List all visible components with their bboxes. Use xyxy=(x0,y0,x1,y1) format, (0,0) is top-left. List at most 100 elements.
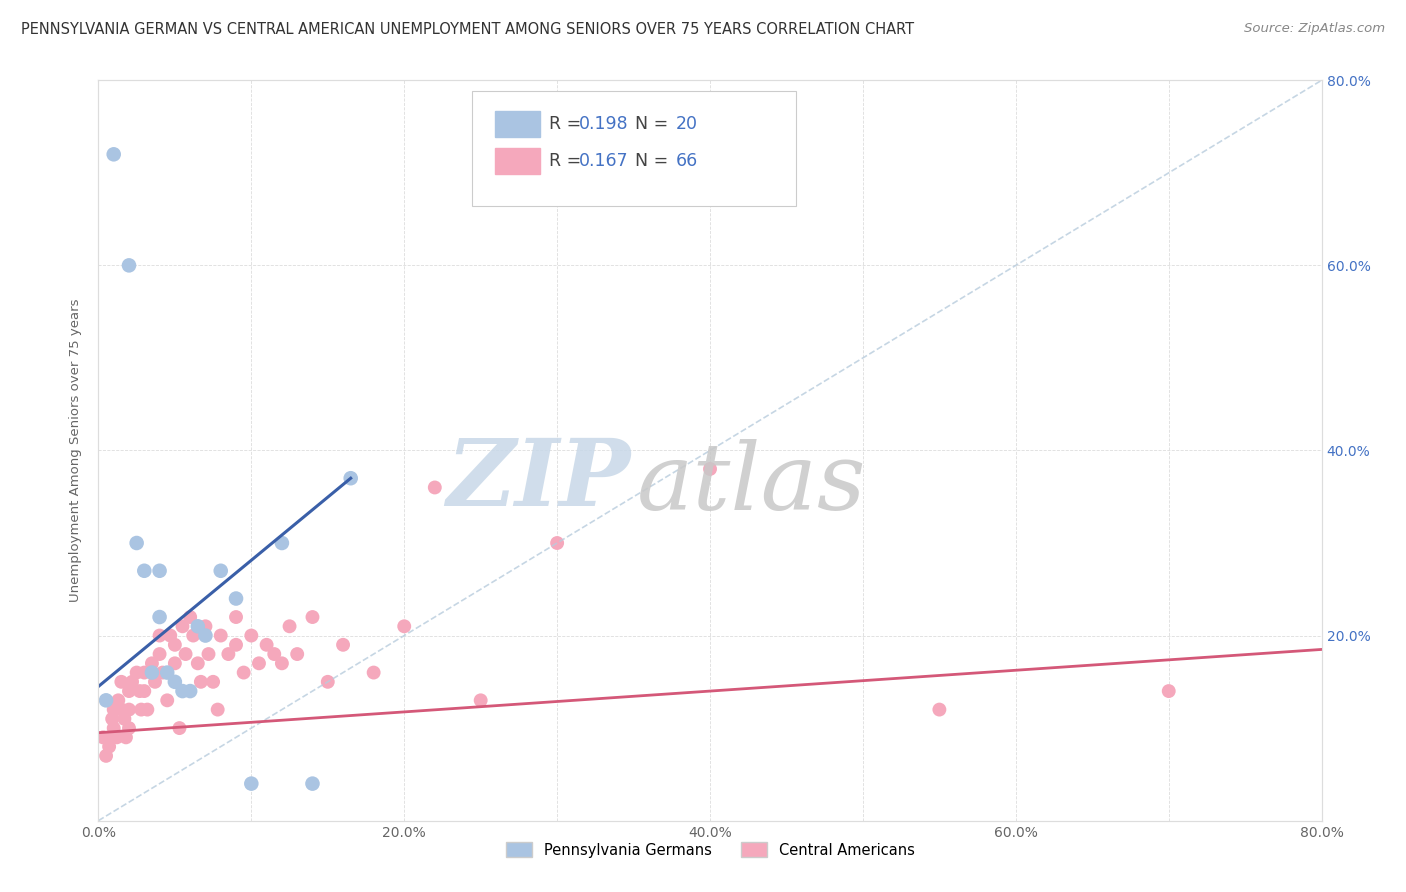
Point xyxy=(285,647,308,661)
Point xyxy=(179,610,201,624)
Point xyxy=(118,259,141,273)
Text: 20: 20 xyxy=(676,115,697,133)
Point xyxy=(134,564,156,578)
Point xyxy=(163,674,186,689)
Point xyxy=(225,638,247,652)
Point xyxy=(194,619,217,633)
Point xyxy=(159,628,181,642)
Point xyxy=(225,591,247,606)
Point xyxy=(181,628,204,642)
Point xyxy=(156,665,179,680)
Point xyxy=(174,647,197,661)
Point xyxy=(217,647,239,661)
Point xyxy=(179,684,201,698)
Point xyxy=(470,693,492,707)
Point xyxy=(118,721,141,735)
Point xyxy=(115,731,138,745)
Point xyxy=(134,665,156,680)
Point xyxy=(232,665,254,680)
Point xyxy=(103,147,125,161)
Text: 66: 66 xyxy=(676,152,697,170)
Point xyxy=(172,684,194,698)
Point xyxy=(363,665,385,680)
Point xyxy=(152,665,174,680)
Point xyxy=(149,610,172,624)
Point xyxy=(125,536,148,550)
Point xyxy=(110,703,132,717)
Point xyxy=(128,684,150,698)
Point xyxy=(105,731,128,745)
Point xyxy=(202,674,225,689)
Point xyxy=(149,564,172,578)
Point xyxy=(149,647,172,661)
Point xyxy=(209,628,232,642)
Text: N =: N = xyxy=(624,115,673,133)
Point xyxy=(103,703,125,717)
Point xyxy=(190,674,212,689)
Point xyxy=(263,647,285,661)
Point xyxy=(316,674,339,689)
Point xyxy=(225,610,247,624)
Point xyxy=(156,693,179,707)
Point xyxy=(118,684,141,698)
Point xyxy=(149,628,172,642)
Point xyxy=(98,739,121,754)
Point xyxy=(256,638,278,652)
Point xyxy=(100,731,122,745)
Text: PENNSYLVANIA GERMAN VS CENTRAL AMERICAN UNEMPLOYMENT AMONG SENIORS OVER 75 YEARS: PENNSYLVANIA GERMAN VS CENTRAL AMERICAN … xyxy=(21,22,914,37)
FancyBboxPatch shape xyxy=(495,112,540,136)
Point xyxy=(110,674,132,689)
Point xyxy=(136,703,159,717)
Point xyxy=(103,721,125,735)
Point xyxy=(125,665,148,680)
Point xyxy=(141,657,163,671)
Point xyxy=(240,776,263,791)
Point xyxy=(392,619,416,633)
Point xyxy=(301,610,323,624)
Point xyxy=(240,628,263,642)
Point xyxy=(699,462,721,476)
Point xyxy=(301,776,323,791)
Point xyxy=(332,638,354,652)
Text: Source: ZipAtlas.com: Source: ZipAtlas.com xyxy=(1244,22,1385,36)
Point xyxy=(91,731,114,745)
Point xyxy=(129,703,152,717)
Text: R =: R = xyxy=(548,115,586,133)
Text: atlas: atlas xyxy=(637,439,866,529)
Point xyxy=(270,657,292,671)
Text: ZIP: ZIP xyxy=(446,435,630,525)
Point xyxy=(1157,684,1180,698)
Point xyxy=(101,712,124,726)
FancyBboxPatch shape xyxy=(471,91,796,206)
Point xyxy=(197,647,219,661)
Point xyxy=(247,657,270,671)
Point xyxy=(118,703,141,717)
Point xyxy=(94,693,117,707)
Legend: Pennsylvania Germans, Central Americans: Pennsylvania Germans, Central Americans xyxy=(498,835,922,865)
Text: N =: N = xyxy=(624,152,673,170)
Point xyxy=(121,674,143,689)
Point xyxy=(187,657,209,671)
Point xyxy=(172,619,194,633)
Point xyxy=(546,536,568,550)
Point xyxy=(187,619,209,633)
Point xyxy=(141,665,163,680)
Point xyxy=(194,628,217,642)
Point xyxy=(163,638,186,652)
Point xyxy=(112,712,135,726)
Point xyxy=(207,703,229,717)
Point xyxy=(928,703,950,717)
Point xyxy=(278,619,301,633)
Point xyxy=(94,748,117,763)
Point xyxy=(209,564,232,578)
Point xyxy=(339,471,361,485)
Point xyxy=(107,693,129,707)
Y-axis label: Unemployment Among Seniors over 75 years: Unemployment Among Seniors over 75 years xyxy=(69,299,83,602)
Point xyxy=(423,481,446,495)
Point xyxy=(270,536,292,550)
Point xyxy=(143,674,166,689)
FancyBboxPatch shape xyxy=(495,148,540,174)
Point xyxy=(134,684,156,698)
Text: 0.167: 0.167 xyxy=(579,152,628,170)
Text: R =: R = xyxy=(548,152,586,170)
